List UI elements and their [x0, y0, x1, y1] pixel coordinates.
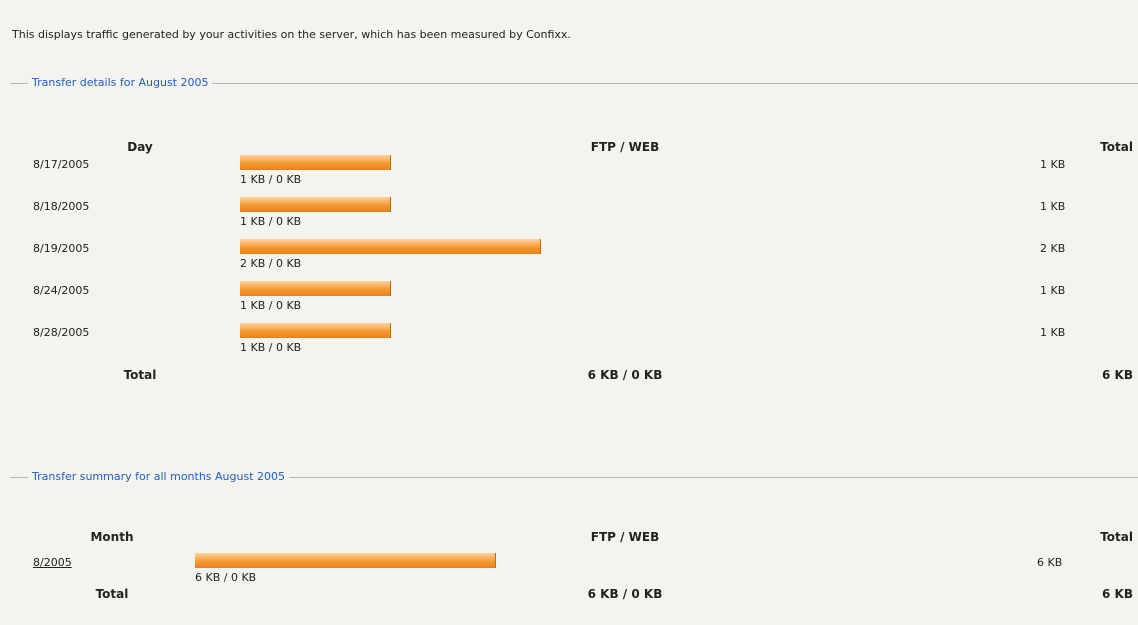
- row-label: 8/19/2005: [33, 242, 89, 255]
- transfer-text: 6 KB / 0 KB: [195, 571, 256, 584]
- section-legend: Transfer details for August 2005: [28, 76, 212, 89]
- row-total: 6 KB: [1037, 556, 1062, 569]
- footer-transfer: 6 KB / 0 KB: [525, 587, 725, 601]
- header-total: Total: [1100, 530, 1133, 544]
- traffic-bar: [240, 239, 541, 254]
- header-transfer: FTP / WEB: [525, 140, 725, 154]
- row-total: 2 KB: [1040, 242, 1065, 255]
- footer-transfer: 6 KB / 0 KB: [525, 368, 725, 382]
- footer-label: Total: [80, 368, 200, 382]
- header-total: Total: [1100, 140, 1133, 154]
- traffic-bar: [240, 155, 391, 170]
- traffic-bar: [240, 197, 391, 212]
- row-total: 1 KB: [1040, 284, 1065, 297]
- row-total: 1 KB: [1040, 200, 1065, 213]
- transfer-text: 1 KB / 0 KB: [240, 173, 301, 186]
- header-first: Month: [52, 530, 172, 544]
- traffic-bar: [240, 323, 391, 338]
- header-transfer: FTP / WEB: [525, 530, 725, 544]
- header-first: Day: [80, 140, 200, 154]
- row-label: 8/24/2005: [33, 284, 89, 297]
- row-label: 8/28/2005: [33, 326, 89, 339]
- row-label: 8/18/2005: [33, 200, 89, 213]
- traffic-bar: [240, 281, 391, 296]
- traffic-bar: [195, 553, 496, 568]
- transfer-text: 1 KB / 0 KB: [240, 299, 301, 312]
- row-total: 1 KB: [1040, 158, 1065, 171]
- row-label: 8/17/2005: [33, 158, 89, 171]
- section-legend: Transfer summary for all months August 2…: [28, 470, 289, 483]
- row-total: 1 KB: [1040, 326, 1065, 339]
- page: This displays traffic generated by your …: [0, 0, 1138, 625]
- transfer-text: 2 KB / 0 KB: [240, 257, 301, 270]
- footer-label: Total: [52, 587, 172, 601]
- footer-total: 6 KB: [1102, 587, 1133, 601]
- intro-text: This displays traffic generated by your …: [12, 28, 571, 41]
- footer-total: 6 KB: [1102, 368, 1133, 382]
- month-link[interactable]: 8/2005: [33, 556, 72, 569]
- transfer-text: 1 KB / 0 KB: [240, 341, 301, 354]
- transfer-text: 1 KB / 0 KB: [240, 215, 301, 228]
